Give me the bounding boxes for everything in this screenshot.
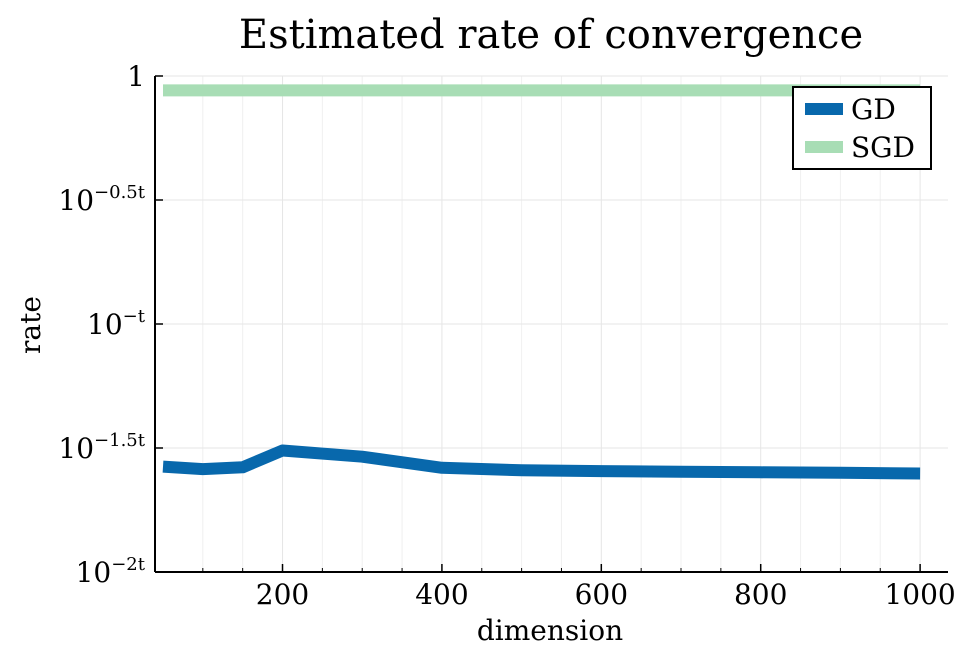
x-tick-label: 800 — [734, 578, 787, 611]
axes — [154, 75, 948, 573]
legend-box — [792, 86, 932, 170]
y-tick-label: 10−1.5t — [58, 430, 145, 465]
y-tick-label: 10−t — [87, 306, 146, 341]
y-tick-label: 1 — [127, 60, 145, 93]
legend: GD SGD — [792, 86, 932, 170]
y-tick-label: 10−2t — [76, 554, 146, 589]
x-tick-label: 600 — [575, 578, 628, 611]
chart-title: Estimated rate of convergence — [239, 12, 863, 58]
x-tick-label: 400 — [415, 578, 468, 611]
y-axis-label: rate — [14, 296, 47, 354]
legend-label-sgd: SGD — [851, 131, 915, 164]
x-tick-label: 1000 — [884, 578, 955, 611]
series-layer — [162, 84, 921, 480]
legend-label-gd: GD — [851, 93, 896, 126]
x-tick-label: 200 — [256, 578, 309, 611]
tick-labels: 200 400 600 800 1000 1 10−0.5t 10−t 10−1.5t 10−2t — [58, 60, 955, 611]
y-tick-label: 10−0.5t — [58, 182, 145, 217]
series-line-gd — [162, 444, 921, 480]
x-axis-label: dimension — [477, 614, 623, 647]
